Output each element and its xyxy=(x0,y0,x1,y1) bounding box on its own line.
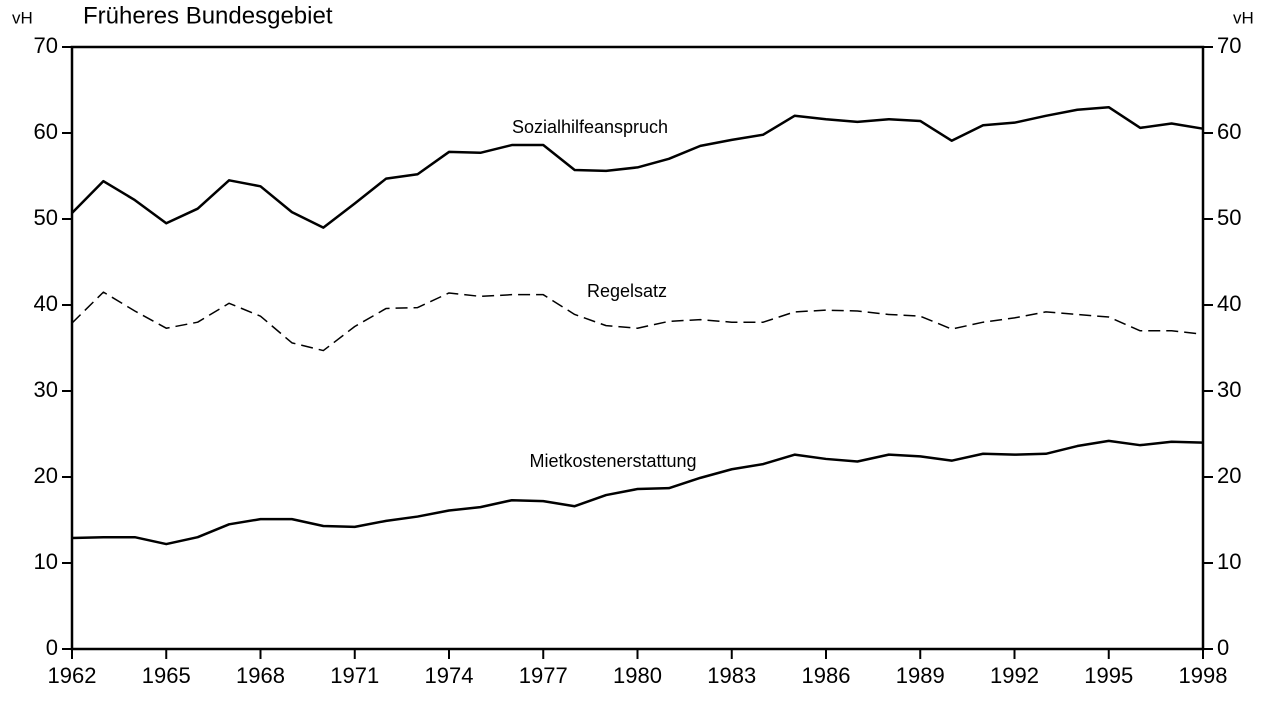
series-label: Sozialhilfeanspruch xyxy=(512,117,668,137)
x-tick-label: 1995 xyxy=(1084,663,1133,688)
x-tick-label: 1962 xyxy=(48,663,97,688)
series-line xyxy=(71,291,1204,352)
y2-tick-label: 70 xyxy=(1217,33,1241,58)
y-tick-label: 0 xyxy=(46,635,58,660)
x-tick-label: 1992 xyxy=(990,663,1039,688)
x-tick-label: 1965 xyxy=(142,663,191,688)
x-tick-label: 1980 xyxy=(613,663,662,688)
chart-title: Früheres Bundesgebiet xyxy=(83,2,333,29)
x-tick-label: 1986 xyxy=(802,663,851,688)
y-tick-label: 60 xyxy=(34,119,58,144)
x-tick-label: 1989 xyxy=(896,663,945,688)
x-tick-label: 1968 xyxy=(236,663,285,688)
y-tick-label: 40 xyxy=(34,291,58,316)
series-line xyxy=(71,439,1204,546)
x-tick-label: 1971 xyxy=(330,663,379,688)
series-line xyxy=(71,105,1204,229)
y-tick-label: 20 xyxy=(34,463,58,488)
y2-axis-label: vH xyxy=(1233,8,1254,27)
y-tick-label: 10 xyxy=(34,549,58,574)
x-tick-label: 1983 xyxy=(707,663,756,688)
series-label: Mietkostenerstattung xyxy=(529,451,696,471)
y2-tick-label: 0 xyxy=(1217,635,1229,660)
y-tick-label: 30 xyxy=(34,377,58,402)
plot-frame xyxy=(70,45,1205,651)
y2-tick-label: 30 xyxy=(1217,377,1241,402)
y2-tick-label: 10 xyxy=(1217,549,1241,574)
y-axis-label: vH xyxy=(12,8,33,27)
y2-tick-label: 40 xyxy=(1217,291,1241,316)
y-tick-label: 50 xyxy=(34,205,58,230)
y2-tick-label: 20 xyxy=(1217,463,1241,488)
x-tick-label: 1974 xyxy=(425,663,474,688)
x-tick-label: 1998 xyxy=(1179,663,1228,688)
x-tick-label: 1977 xyxy=(519,663,568,688)
series-label: Regelsatz xyxy=(587,281,667,301)
y2-tick-label: 60 xyxy=(1217,119,1241,144)
y2-tick-label: 50 xyxy=(1217,205,1241,230)
y-tick-label: 70 xyxy=(34,33,58,58)
